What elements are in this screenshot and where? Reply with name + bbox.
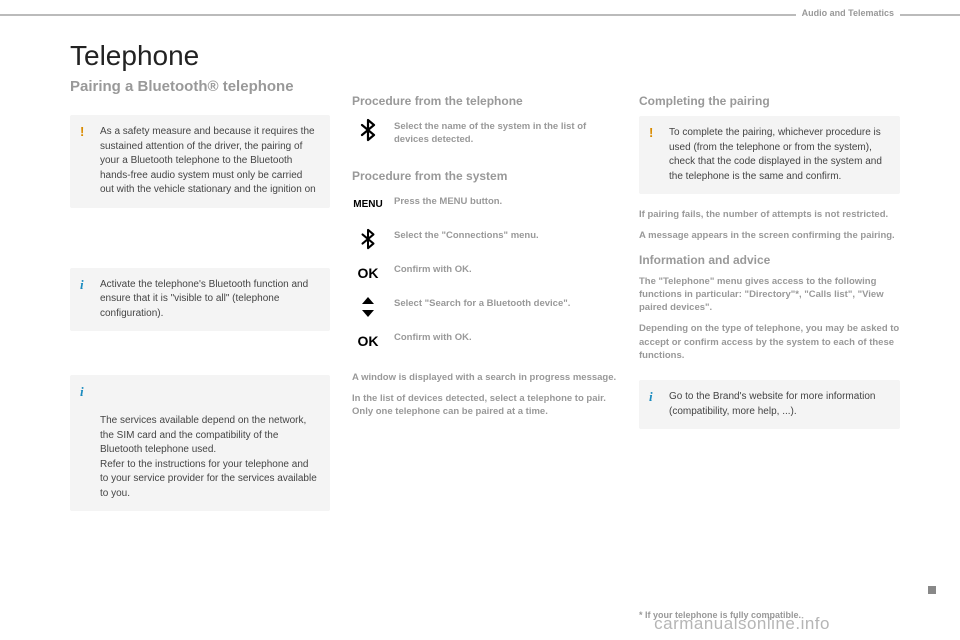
step-search: Select "Search for a Bluetooth device".: [352, 293, 617, 321]
warning-icon: !: [80, 123, 84, 142]
page-content: Telephone Pairing a Bluetooth® telephone…: [70, 40, 900, 620]
procedure-system-heading: Procedure from the system: [352, 169, 617, 183]
bluetooth-icon: [352, 225, 384, 253]
info-icon: i: [80, 276, 84, 295]
select-device-text: In the list of devices detected, select …: [352, 392, 617, 419]
step-text: Confirm with OK.: [394, 259, 472, 276]
info-icon: i: [80, 383, 84, 402]
spacer: [352, 153, 617, 167]
search-progress-text: A window is displayed with a search in p…: [352, 371, 617, 384]
step-ok-1: OK Confirm with OK.: [352, 259, 617, 287]
warning-icon: !: [649, 124, 653, 143]
website-info-text: Go to the Brand's website for more infor…: [669, 391, 875, 417]
updown-icon: [352, 293, 384, 321]
spacer: [70, 222, 330, 268]
step-text: Select the name of the system in the lis…: [394, 116, 617, 147]
step-text: Select "Search for a Bluetooth device".: [394, 293, 570, 310]
spacer: [352, 40, 617, 92]
spacer: [639, 370, 900, 380]
step-text: Press the MENU button.: [394, 191, 502, 208]
column-middle: Procedure from the telephone Select the …: [352, 40, 617, 620]
section-label: Audio and Telematics: [796, 8, 900, 18]
activate-info-text: Activate the telephone's Bluetooth funct…: [100, 279, 308, 319]
step-text: Select the "Connections" menu.: [394, 225, 539, 242]
completing-warning-box: ! To complete the pairing, whichever pro…: [639, 116, 900, 194]
step-text: Confirm with OK.: [394, 327, 472, 344]
menu-icon: MENU: [352, 191, 384, 219]
step-menu: MENU Press the MENU button.: [352, 191, 617, 219]
step-ok-2: OK Confirm with OK.: [352, 327, 617, 355]
procedure-phone-heading: Procedure from the telephone: [352, 94, 617, 108]
completing-heading: Completing the pairing: [639, 94, 900, 108]
column-left: Telephone Pairing a Bluetooth® telephone…: [70, 40, 330, 620]
safety-warning-box: ! As a safety measure and because it req…: [70, 115, 330, 208]
column-right: Completing the pairing ! To complete the…: [639, 40, 900, 620]
page-edge-marker: [928, 586, 936, 594]
top-bar: Audio and Telematics: [0, 8, 960, 22]
pairing-confirm-text: A message appears in the screen confirmi…: [639, 229, 900, 242]
spacer: [639, 40, 900, 92]
bluetooth-icon: [352, 116, 384, 144]
ok-icon: OK: [352, 259, 384, 287]
safety-warning-text: As a safety measure and because it requi…: [100, 126, 316, 195]
activate-info-box: i Activate the telephone's Bluetooth fun…: [70, 268, 330, 332]
services-info-text: The services available depend on the net…: [100, 415, 317, 499]
step-select-system: Select the name of the system in the lis…: [352, 116, 617, 147]
telephone-menu-text: The "Telephone" menu gives access to the…: [639, 275, 900, 315]
website-info-box: i Go to the Brand's website for more inf…: [639, 380, 900, 429]
services-info-box: i The services available depend on the n…: [70, 375, 330, 511]
page-title: Telephone: [70, 40, 330, 72]
info-icon: i: [649, 388, 653, 407]
ok-icon: OK: [352, 327, 384, 355]
heading-block: Telephone Pairing a Bluetooth® telephone: [70, 40, 330, 105]
page-subtitle: Pairing a Bluetooth® telephone: [70, 78, 330, 95]
completing-warning-text: To complete the pairing, whichever proce…: [669, 127, 882, 182]
spacer: [352, 361, 617, 371]
pairing-fails-text: If pairing fails, the number of attempts…: [639, 208, 900, 221]
info-advice-heading: Information and advice: [639, 253, 900, 267]
spacer: [70, 345, 330, 375]
step-connections: Select the "Connections" menu.: [352, 225, 617, 253]
watermark: carmanualsonline.info: [654, 614, 830, 634]
depending-text: Depending on the type of telephone, you …: [639, 322, 900, 362]
